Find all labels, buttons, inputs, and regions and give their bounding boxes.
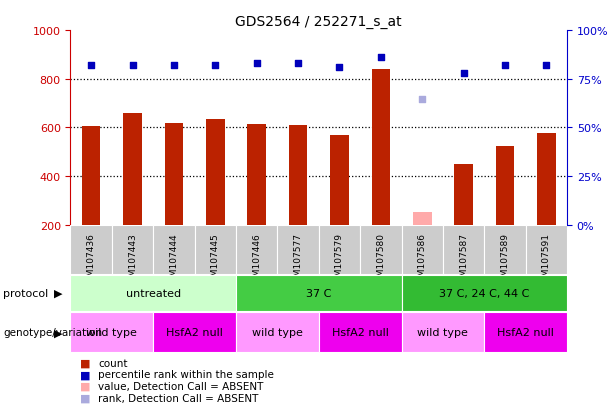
Text: wild type: wild type: [417, 328, 468, 337]
Text: ▶: ▶: [54, 288, 63, 298]
Bar: [496, 146, 514, 225]
Text: HsfA2 null: HsfA2 null: [166, 328, 223, 337]
Text: wild type: wild type: [86, 328, 137, 337]
Point: [335, 64, 345, 71]
Point: [252, 61, 262, 67]
Bar: [82, 126, 101, 225]
Text: GSM107577: GSM107577: [294, 233, 303, 287]
Point: [128, 63, 137, 69]
Text: wild type: wild type: [252, 328, 303, 337]
Bar: [330, 136, 349, 225]
Bar: [360, 225, 402, 275]
Bar: [70, 225, 112, 275]
Text: rank, Detection Call = ABSENT: rank, Detection Call = ABSENT: [98, 393, 259, 403]
Bar: [413, 213, 432, 225]
Text: ▶: ▶: [54, 328, 63, 337]
Text: ■: ■: [80, 393, 90, 403]
Point: [293, 61, 303, 67]
Point: [541, 63, 551, 69]
Text: value, Detection Call = ABSENT: value, Detection Call = ABSENT: [98, 381, 264, 391]
Text: GSM107587: GSM107587: [459, 233, 468, 287]
Bar: [443, 225, 484, 275]
Bar: [165, 123, 183, 225]
Bar: [371, 70, 390, 225]
Text: genotype/variation: genotype/variation: [3, 328, 102, 337]
Bar: [289, 126, 307, 225]
Point: [459, 70, 468, 77]
Point: [169, 63, 179, 69]
Text: ■: ■: [80, 358, 90, 368]
Text: GSM107445: GSM107445: [211, 233, 220, 287]
Text: protocol: protocol: [3, 288, 48, 298]
Text: GSM107580: GSM107580: [376, 233, 386, 287]
Point: [417, 97, 427, 103]
Text: GSM107444: GSM107444: [169, 233, 178, 287]
Bar: [123, 114, 142, 225]
Text: HsfA2 null: HsfA2 null: [332, 328, 389, 337]
Bar: [70, 275, 236, 311]
Bar: [537, 133, 555, 225]
Bar: [319, 313, 402, 352]
Text: ■: ■: [80, 381, 90, 391]
Bar: [484, 313, 567, 352]
Bar: [153, 225, 195, 275]
Text: GSM107586: GSM107586: [417, 233, 427, 287]
Bar: [206, 119, 224, 225]
Text: count: count: [98, 358, 128, 368]
Text: GSM107591: GSM107591: [542, 233, 551, 287]
Bar: [195, 225, 236, 275]
Bar: [236, 313, 319, 352]
Point: [210, 63, 220, 69]
Text: GSM107443: GSM107443: [128, 233, 137, 287]
Text: percentile rank within the sample: percentile rank within the sample: [98, 370, 274, 380]
Point: [376, 55, 386, 62]
Text: HsfA2 null: HsfA2 null: [497, 328, 554, 337]
Bar: [112, 225, 153, 275]
Bar: [70, 313, 153, 352]
Text: 37 C: 37 C: [306, 288, 332, 298]
Bar: [526, 225, 567, 275]
Text: GSM107579: GSM107579: [335, 233, 344, 287]
Bar: [248, 124, 266, 225]
Point: [86, 63, 96, 69]
Text: GSM107446: GSM107446: [252, 233, 261, 287]
Bar: [402, 225, 443, 275]
Bar: [402, 275, 567, 311]
Text: GSM107589: GSM107589: [500, 233, 509, 287]
Bar: [454, 164, 473, 225]
Text: GSM107436: GSM107436: [86, 233, 96, 287]
Title: GDS2564 / 252271_s_at: GDS2564 / 252271_s_at: [235, 14, 402, 28]
Bar: [402, 313, 484, 352]
Bar: [236, 275, 402, 311]
Bar: [319, 225, 360, 275]
Point: [500, 63, 510, 69]
Text: ■: ■: [80, 370, 90, 380]
Text: untreated: untreated: [126, 288, 181, 298]
Bar: [484, 225, 526, 275]
Bar: [277, 225, 319, 275]
Text: 37 C, 24 C, 44 C: 37 C, 24 C, 44 C: [439, 288, 530, 298]
Bar: [236, 225, 277, 275]
Bar: [153, 313, 236, 352]
